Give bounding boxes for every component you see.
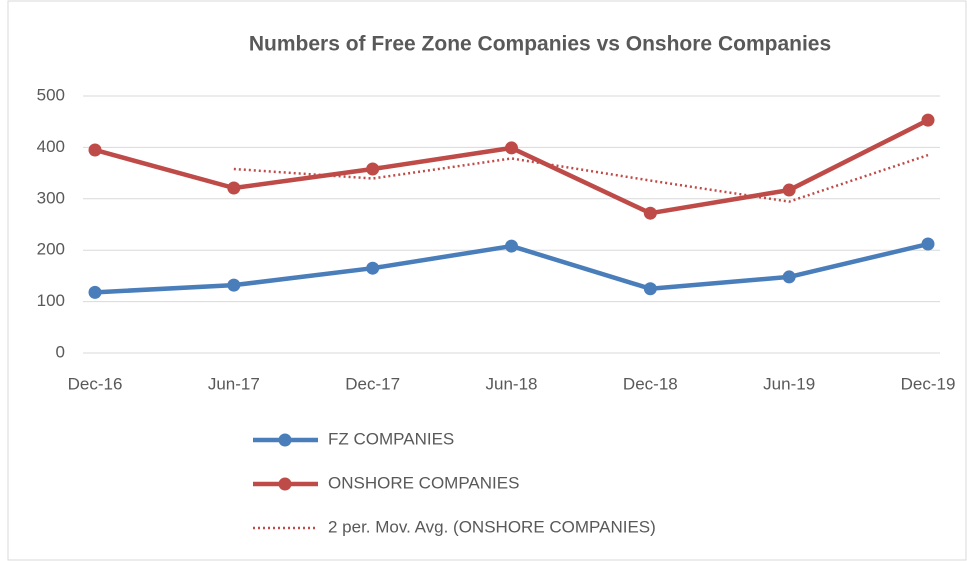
x-tick-label: Jun-19 <box>763 374 815 393</box>
y-tick-label: 400 <box>37 137 65 156</box>
series-marker <box>921 237 935 251</box>
chart-title: Numbers of Free Zone Companies vs Onshor… <box>249 33 831 56</box>
y-tick-label: 500 <box>37 85 65 104</box>
series-marker <box>643 282 657 296</box>
legend-label: ONSHORE COMPANIES <box>328 473 519 492</box>
x-tick-label: Dec-18 <box>623 374 678 393</box>
series-marker <box>366 162 380 176</box>
legend-marker <box>278 433 292 447</box>
series-marker <box>366 261 380 275</box>
chart-frame <box>7 0 967 561</box>
series-marker <box>88 143 102 157</box>
y-tick-label: 300 <box>37 188 65 207</box>
series-marker <box>643 206 657 220</box>
series-marker <box>227 181 241 195</box>
series-marker <box>227 278 241 292</box>
series-marker <box>921 113 935 127</box>
legend-label: FZ COMPANIES <box>328 429 454 448</box>
y-tick-label: 200 <box>37 240 65 259</box>
x-tick-label: Dec-19 <box>901 374 956 393</box>
series-marker <box>505 141 518 155</box>
series-marker <box>88 285 102 299</box>
x-tick-label: Dec-16 <box>68 374 123 393</box>
series-marker <box>782 183 796 197</box>
series-marker <box>782 270 796 284</box>
legend-label: 2 per. Mov. Avg. (ONSHORE COMPANIES) <box>328 517 656 536</box>
y-tick-label: 100 <box>37 291 65 310</box>
x-tick-label: Dec-17 <box>345 374 400 393</box>
x-tick-label: Jun-18 <box>486 374 538 393</box>
series-marker <box>505 239 518 253</box>
y-tick-label: 0 <box>56 342 65 361</box>
legend-marker <box>278 477 292 491</box>
x-tick-label: Jun-17 <box>208 374 260 393</box>
series-line <box>233 153 929 203</box>
